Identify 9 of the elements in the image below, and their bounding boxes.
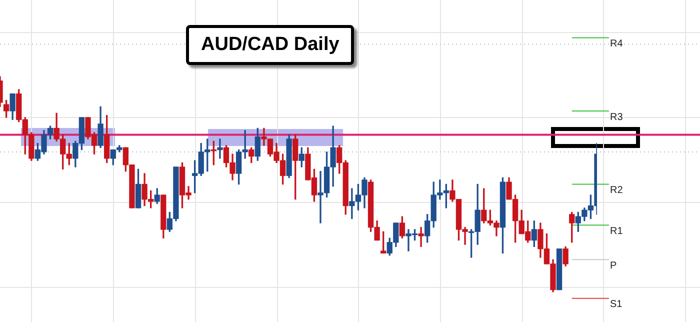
ref-line-label: R3 (610, 112, 624, 123)
ref-line-label: R2 (610, 184, 624, 196)
ref-line-label: S1 (610, 299, 623, 310)
candlestick (217, 138, 223, 159)
chart-title: AUD/CAD Daily (186, 25, 354, 65)
candlestick (418, 226, 424, 248)
ref-line-label: R4 (610, 38, 624, 50)
ref-line-label: P (610, 260, 617, 272)
ref-line-label: R1 (610, 226, 624, 237)
